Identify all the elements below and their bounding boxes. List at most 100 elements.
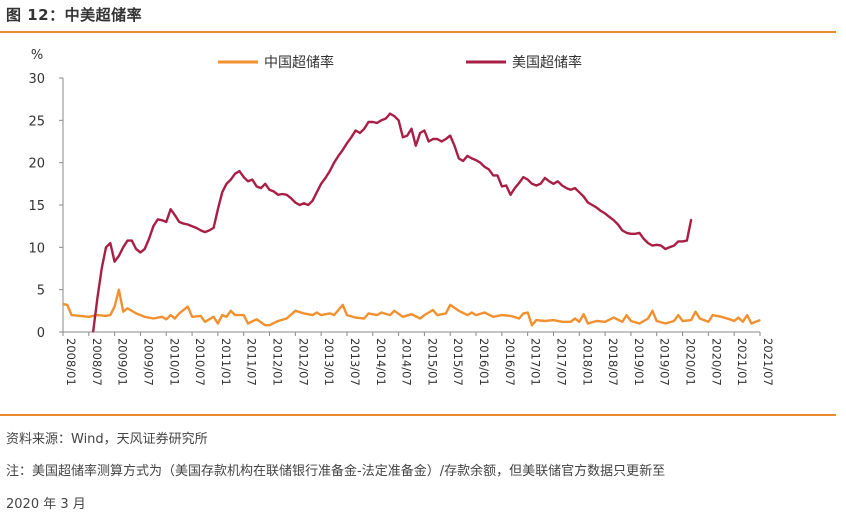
data-point-us: [410, 128, 413, 130]
data-point-us: [475, 159, 477, 161]
x-tick-label: 2019/07: [658, 338, 672, 386]
data-point-china: [509, 315, 512, 317]
data-point-us: [604, 212, 606, 215]
data-point-us: [243, 176, 245, 178]
data-point-us: [329, 170, 331, 172]
line-chart: % 中国超储率 美国超储率 0 5 10 15 20 25 30 2008/01 2008/07…: [28, 48, 775, 386]
x-tick-label: 2020/01: [684, 338, 698, 386]
data-point-china: [458, 310, 460, 312]
data-point-us: [574, 187, 576, 189]
data-point-us: [337, 155, 339, 157]
data-point-us: [690, 218, 692, 220]
data-point-us: [363, 128, 365, 130]
data-point-us: [638, 232, 641, 234]
data-point-china: [518, 317, 520, 320]
data-point-us: [656, 244, 658, 246]
data-point-us: [527, 179, 529, 181]
data-point-china: [432, 309, 434, 311]
data-point-china: [552, 319, 555, 321]
y-tick-label: 30: [28, 72, 45, 87]
data-point-us: [626, 232, 628, 234]
data-point-china: [690, 319, 692, 321]
data-point-china: [144, 316, 146, 318]
x-tick-label: 2021/07: [761, 338, 775, 386]
data-point-us: [264, 183, 266, 185]
data-point-us: [548, 180, 550, 182]
y-tick-label: 10: [28, 241, 45, 256]
data-point-china: [286, 317, 288, 320]
legend-label-china: 中国超储率: [264, 54, 334, 71]
data-point-us: [346, 142, 348, 144]
data-point-china: [449, 304, 451, 306]
data-point-us: [441, 140, 443, 143]
data-point-china: [746, 314, 748, 316]
data-point-china: [527, 311, 529, 314]
data-point-us: [540, 183, 542, 185]
data-point-us: [376, 122, 378, 124]
data-point-china: [673, 320, 675, 322]
data-point-china: [109, 314, 111, 316]
data-point-china: [595, 320, 598, 322]
x-tick-label: 2011/01: [219, 338, 233, 386]
data-point-china: [96, 314, 98, 316]
data-point-us: [647, 242, 649, 244]
data-point-us: [277, 194, 279, 196]
data-point-us: [488, 168, 490, 170]
data-point-us: [286, 194, 288, 196]
data-point-us: [204, 231, 206, 233]
data-point-china: [329, 312, 331, 314]
data-point-china: [346, 314, 348, 316]
data-point-china: [333, 314, 335, 316]
x-tick-label: 2012/01: [271, 338, 285, 386]
data-point-us: [281, 193, 283, 195]
data-point-china: [243, 314, 245, 316]
x-tick-label: 2009/07: [141, 338, 155, 386]
data-point-us: [415, 145, 417, 147]
data-point-china: [484, 311, 486, 314]
data-point-china: [71, 314, 73, 316]
data-point-us: [509, 194, 512, 196]
data-point-china: [742, 321, 744, 323]
data-point-china: [187, 306, 189, 308]
data-point-us: [436, 138, 438, 140]
data-point-us: [514, 187, 516, 189]
data-point-us: [96, 297, 98, 299]
data-point-us: [307, 204, 309, 206]
data-point-us: [578, 191, 580, 193]
data-point-china: [759, 319, 761, 321]
data-point-us: [673, 245, 675, 247]
data-point-china: [62, 303, 64, 305]
x-tick-label: 2018/07: [606, 338, 620, 386]
data-point-china: [737, 317, 740, 319]
data-point-us: [462, 160, 464, 162]
data-point-china: [410, 313, 413, 315]
data-point-us: [385, 118, 387, 120]
y-tick-label: 15: [28, 199, 45, 214]
data-point-china: [213, 316, 215, 318]
data-point-china: [342, 304, 344, 306]
title-divider: [0, 31, 836, 33]
data-point-us: [686, 240, 688, 242]
data-point-china: [105, 315, 107, 317]
data-point-us: [273, 190, 275, 193]
data-point-us: [105, 246, 107, 248]
data-point-china: [445, 312, 447, 314]
data-point-china: [367, 312, 370, 314]
data-point-us: [522, 176, 525, 178]
data-point-us: [157, 218, 159, 220]
data-point-china: [664, 322, 666, 325]
data-point-china: [221, 314, 223, 316]
x-tick-label: 2018/01: [580, 338, 594, 386]
x-tick-label: 2017/07: [554, 338, 568, 386]
data-point-us: [552, 183, 555, 185]
x-tick-label: 2015/01: [425, 338, 439, 386]
data-point-us: [195, 227, 197, 229]
x-tick-label: 2012/07: [296, 338, 310, 386]
data-point-us: [268, 189, 271, 191]
data-point-us: [303, 202, 305, 204]
data-point-china: [656, 320, 658, 322]
data-point-china: [587, 322, 589, 325]
x-tick-label: 2013/07: [348, 338, 362, 386]
data-point-china: [621, 321, 623, 323]
data-point-us: [174, 214, 176, 216]
